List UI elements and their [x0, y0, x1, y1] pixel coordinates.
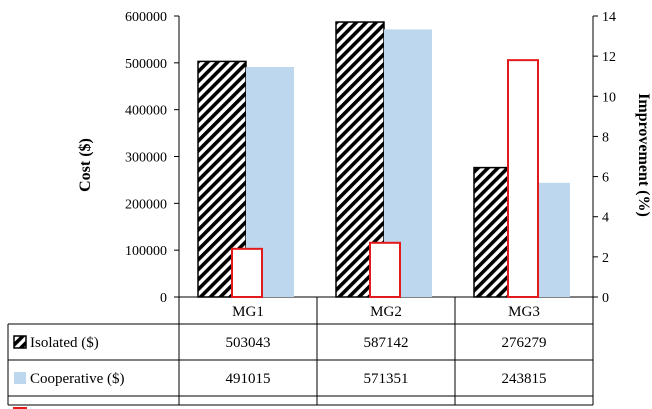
- y-tick-label: 500000: [125, 57, 167, 72]
- table-cell: 11.8: [511, 407, 537, 409]
- y-tick-label: 200000: [125, 197, 167, 212]
- table-row-label: Isolated ($): [30, 335, 99, 351]
- table-cell: 571351: [364, 371, 409, 387]
- y2-tick-label: 4: [602, 211, 609, 226]
- table-cell: 2.4: [239, 407, 258, 409]
- table-cell: 503043: [226, 335, 271, 351]
- y2-tick-label: 10: [602, 90, 616, 105]
- table-row-label: Cooperative ($): [30, 371, 125, 387]
- x-tick-label: MG3: [508, 304, 540, 320]
- data-table: MG1 MG2 MG3 Isolated ($) 503043 587142 276279 C…: [7, 296, 594, 409]
- axes: 0 100000 200000 300000 400000 500000 600000 0 2 4…: [125, 10, 616, 306]
- legend-key-isolated: [13, 335, 27, 349]
- y2-tick-label: 8: [602, 130, 609, 145]
- y2-tick-label: 2: [602, 251, 609, 266]
- y-tick-label: 300000: [125, 151, 167, 166]
- bar-improvement-mg1: [231, 247, 263, 298]
- y2-axis-label: Improvement (%): [635, 93, 652, 217]
- x-tick-label: MG1: [232, 304, 264, 320]
- bars: [197, 21, 570, 298]
- table-cell: 2.7: [377, 407, 396, 409]
- y2-tick-label: 0: [602, 291, 609, 306]
- y-tick-label: 100000: [125, 244, 167, 259]
- table-cell: 491015: [226, 371, 271, 387]
- table-row-label: Improvement (%): [30, 407, 137, 409]
- y-tick-label: 0: [160, 291, 167, 306]
- y-tick-label: 600000: [125, 10, 167, 25]
- y-axis-label: Cost ($): [77, 138, 94, 192]
- table-cell: 587142: [364, 335, 409, 351]
- x-tick-label: MG2: [370, 304, 402, 320]
- y2-tick-label: 12: [602, 50, 616, 65]
- legend-key-cooperative: [14, 372, 26, 384]
- bar-improvement-mg3: [507, 59, 539, 298]
- bar-improvement-mg2: [369, 241, 401, 298]
- table-cell: 276279: [502, 335, 547, 351]
- y2-tick-label: 6: [602, 171, 609, 186]
- y2-tick-label: 14: [602, 10, 616, 25]
- y-tick-label: 400000: [125, 104, 167, 119]
- table-cell: 243815: [502, 371, 547, 387]
